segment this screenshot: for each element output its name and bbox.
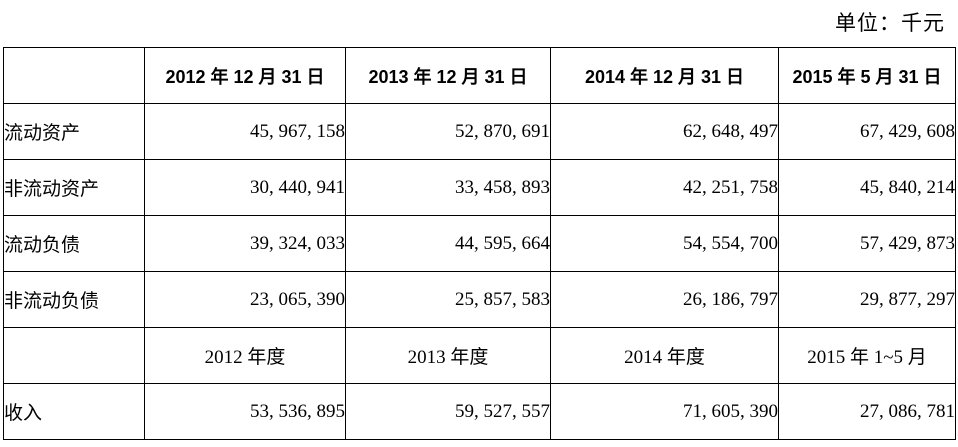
data-cell: 45, 967, 158 [144,103,346,160]
data-cell: 62, 648, 497 [550,103,779,160]
data-cell: 25, 857, 583 [345,271,551,328]
row-label: 流动负债 [3,215,145,272]
column-header-2013: 2013 年 12 月 31 日 [345,47,551,104]
row-label: 非流动资产 [3,159,145,216]
corner-cell [3,327,145,384]
data-cell: 33, 458, 893 [345,159,551,216]
data-cell: 45, 840, 214 [778,159,956,216]
data-cell: 57, 429, 873 [778,215,956,272]
corner-cell [3,47,145,104]
column-header-2012-period: 2012 年度 [144,327,346,384]
data-cell: 44, 595, 664 [345,215,551,272]
financial-summary-table: 2012 年 12 月 31 日 2013 年 12 月 31 日 2014 年… [3,47,956,440]
column-header-2014-period: 2014 年度 [550,327,779,384]
data-cell: 71, 605, 390 [550,383,779,440]
table-row-revenue: 收入 53, 536, 895 59, 527, 557 71, 605, 39… [3,383,956,440]
unit-label: 单位：千元 [835,11,945,35]
table-row-current-liabilities: 流动负债 39, 324, 033 44, 595, 664 54, 554, … [3,215,956,272]
data-cell: 53, 536, 895 [144,383,346,440]
data-cell: 23, 065, 390 [144,271,346,328]
data-cell: 26, 186, 797 [550,271,779,328]
data-cell: 39, 324, 033 [144,215,346,272]
column-header-2012: 2012 年 12 月 31 日 [144,47,346,104]
data-cell: 30, 440, 941 [144,159,346,216]
table-row-current-assets: 流动资产 45, 967, 158 52, 870, 691 62, 648, … [3,103,956,160]
column-header-2015: 2015 年 5 月 31 日 [778,47,956,104]
table-row-noncurrent-liabilities: 非流动负债 23, 065, 390 25, 857, 583 26, 186,… [3,271,956,328]
row-label: 收入 [3,383,145,440]
data-cell: 29, 877, 297 [778,271,956,328]
data-cell: 54, 554, 700 [550,215,779,272]
data-cell: 67, 429, 608 [778,103,956,160]
column-header-2015-period: 2015 年 1~5 月 [778,327,956,384]
data-cell: 27, 086, 781 [778,383,956,440]
row-label: 非流动负债 [3,271,145,328]
column-header-2013-period: 2013 年度 [345,327,551,384]
balance-header-row: 2012 年 12 月 31 日 2013 年 12 月 31 日 2014 年… [3,47,956,104]
data-cell: 59, 527, 557 [345,383,551,440]
row-label: 流动资产 [3,103,145,160]
income-header-row: 2012 年度 2013 年度 2014 年度 2015 年 1~5 月 [3,327,956,384]
table-row-noncurrent-assets: 非流动资产 30, 440, 941 33, 458, 893 42, 251,… [3,159,956,216]
column-header-2014: 2014 年 12 月 31 日 [550,47,779,104]
data-cell: 52, 870, 691 [345,103,551,160]
data-cell: 42, 251, 758 [550,159,779,216]
